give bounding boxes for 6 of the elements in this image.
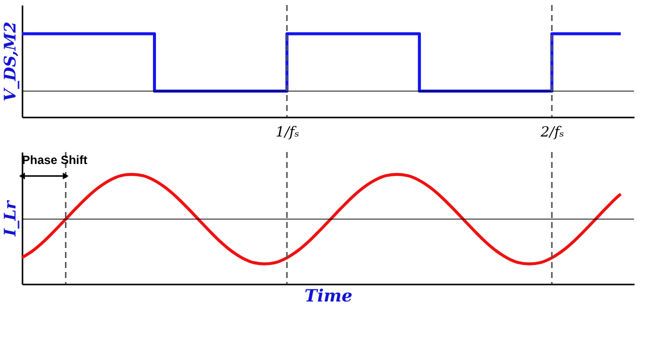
x-tick-label: 2/fₛ — [540, 124, 564, 140]
x-tick-label: 1/fₛ — [276, 124, 300, 140]
x-axis-title: Time — [304, 286, 353, 306]
y-axis-title: I_Lr — [0, 199, 20, 238]
y-axis-title: V_DS,M2 — [0, 22, 20, 102]
annotation: Phase Shift — [22, 153, 88, 167]
